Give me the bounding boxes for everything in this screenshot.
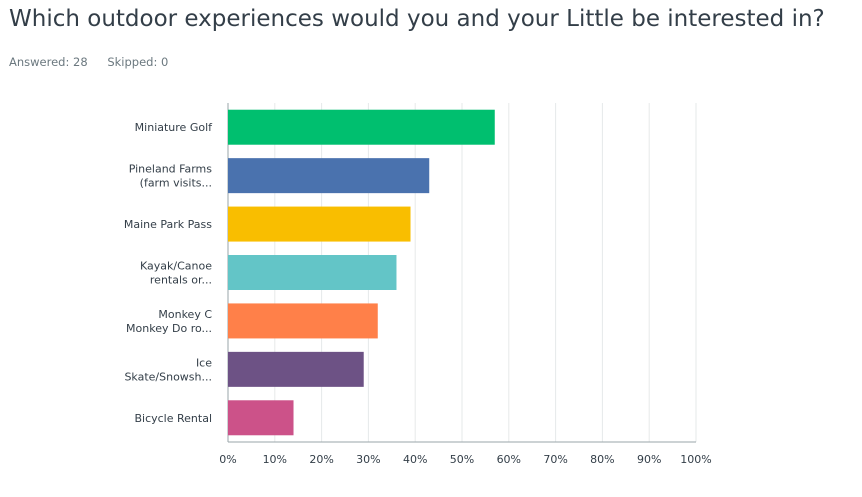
x-tick-label: 80% <box>590 453 614 466</box>
x-tick-label: 100% <box>680 453 711 466</box>
category-label-line: Pineland Farms <box>129 163 213 176</box>
category-label-line: (farm visits... <box>140 177 212 190</box>
category-label: Maine Park Pass <box>124 218 212 231</box>
category-label-line: Ice <box>196 356 212 369</box>
category-label-line: Kayak/Canoe <box>140 260 212 273</box>
category-label: Bicycle Rental <box>134 412 212 425</box>
bar[interactable] <box>228 109 495 145</box>
bar[interactable] <box>228 303 378 339</box>
x-tick-label: 10% <box>263 453 287 466</box>
category-label-line: Bicycle Rental <box>134 412 212 425</box>
answered-count: Answered: 28 <box>9 55 88 69</box>
x-tick-label: 40% <box>403 453 427 466</box>
category-label: Ice Skate/Snowsh... <box>124 356 212 383</box>
category-label: Pineland Farms (farm visits... <box>129 163 213 190</box>
category-label-line: Monkey C <box>158 308 212 321</box>
category-label-line: Miniature Golf <box>135 121 213 134</box>
category-label-line: Skate/Snowsh... <box>124 370 212 383</box>
bar[interactable] <box>228 400 294 436</box>
category-label-line: Monkey Do ro... <box>126 322 212 335</box>
response-stats: Answered: 28 Skipped: 0 <box>9 55 184 69</box>
bar[interactable] <box>228 255 397 290</box>
x-tick-label: 70% <box>543 453 567 466</box>
x-tick-label: 20% <box>309 453 333 466</box>
x-tick-label: 90% <box>637 453 661 466</box>
bar[interactable] <box>228 158 430 194</box>
category-label: Miniature Golf <box>135 121 213 134</box>
x-tick-label: 30% <box>356 453 380 466</box>
category-label-line: rentals or... <box>150 274 212 287</box>
x-tick-label: 60% <box>497 453 521 466</box>
category-label: Monkey C Monkey Do ro... <box>126 308 212 335</box>
bar[interactable] <box>228 351 364 387</box>
skipped-count: Skipped: 0 <box>107 55 169 69</box>
question-title: Which outdoor experiences would you and … <box>9 6 825 32</box>
category-label: Kayak/Canoe rentals or... <box>140 260 212 287</box>
x-tick-label: 50% <box>450 453 474 466</box>
bar[interactable] <box>228 206 411 242</box>
category-label-line: Maine Park Pass <box>124 218 212 231</box>
x-tick-label: 0% <box>219 453 236 466</box>
